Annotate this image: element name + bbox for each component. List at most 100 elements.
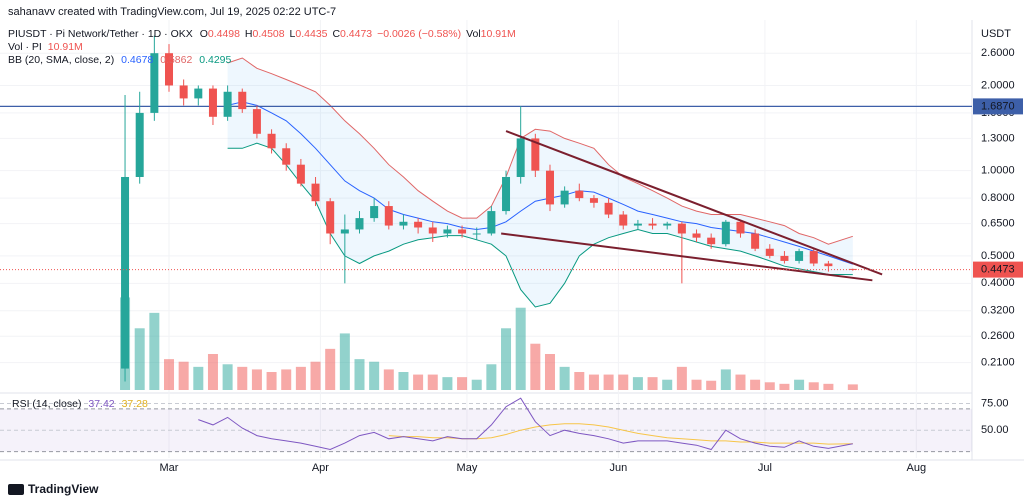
volume-bar	[779, 383, 790, 390]
candle-body	[370, 206, 379, 219]
volume-bar	[559, 366, 570, 390]
candle-body	[135, 112, 144, 177]
volume-bar	[676, 366, 687, 390]
candle-body	[150, 53, 159, 113]
volume-bar	[310, 361, 321, 390]
background-layer	[0, 20, 972, 458]
ohlc-label: O	[200, 28, 208, 40]
volume-bar	[794, 379, 805, 390]
credit: sahanavv created with TradingView.com, J…	[8, 6, 336, 18]
candle-body	[194, 88, 203, 99]
candle-body	[619, 214, 628, 226]
volume-bar	[251, 369, 262, 390]
rsi-line	[198, 397, 853, 451]
brand: TradingView	[8, 482, 99, 496]
rsi-legend: RSI (14, close) 37.42 37.28	[12, 398, 148, 410]
volume-bar	[295, 366, 306, 390]
volume-bar	[369, 361, 380, 390]
candle-body	[238, 91, 247, 110]
volume-bar	[325, 348, 336, 390]
volume-bar	[647, 377, 658, 390]
candle-body	[340, 229, 349, 234]
candle-body	[736, 221, 745, 234]
volume-bar	[193, 366, 204, 390]
candle-body	[355, 218, 364, 230]
x-tick-label: Jun	[609, 462, 627, 474]
candle-body	[707, 237, 716, 245]
volume-bar	[134, 328, 145, 390]
bb-title: BB (20, SMA, close, 2)	[8, 54, 114, 66]
volume-bar	[544, 354, 555, 390]
volume-bar	[486, 364, 497, 390]
volume-bar	[588, 374, 599, 390]
symbol: PIUSDT · Pi Network/Tether · 1D · OKX	[8, 28, 193, 40]
candle-body	[326, 201, 335, 234]
candle-body	[443, 229, 452, 234]
candle-body	[282, 148, 291, 165]
volume-bar	[471, 379, 482, 390]
candle-body	[121, 176, 130, 369]
volume-bar	[764, 382, 775, 390]
price-tag-label: 0.4473	[981, 264, 1015, 276]
ohlc-value: 0.4473	[340, 28, 372, 40]
bb-legend: BB (20, SMA, close, 2) 0.4678 0.5862 0.4…	[8, 54, 232, 66]
vol-label: Vol	[466, 28, 481, 40]
x-tick-label: Jul	[758, 462, 772, 474]
candle-body	[516, 138, 525, 177]
volume-bar	[632, 377, 643, 390]
candle-body	[677, 223, 686, 234]
volume-bar	[237, 366, 248, 390]
volume-bar	[618, 374, 629, 390]
rsi-tick-label: 50.00	[981, 424, 1009, 436]
volume-bar	[383, 369, 394, 390]
candle-body	[589, 198, 598, 203]
x-tick-label: Aug	[907, 462, 927, 474]
candle-body	[179, 85, 188, 99]
rsi-tick-label: 75.00	[981, 397, 1009, 409]
volume-bar	[603, 374, 614, 390]
y-tick-label: 1.0000	[981, 165, 1015, 177]
volume-bar	[354, 359, 365, 390]
y-tick-label: 0.6500	[981, 218, 1015, 230]
y-tick-label: 0.4000	[981, 277, 1015, 289]
volume-bar	[823, 383, 834, 390]
change: −0.0026 (−0.58%)	[377, 28, 461, 40]
price-tag	[973, 98, 1023, 115]
volume-bar	[530, 343, 541, 390]
candle-body	[648, 223, 657, 226]
volume-bar	[427, 374, 438, 390]
rsi-value: 37.42	[88, 398, 114, 410]
volume-bar	[266, 372, 277, 390]
volume-bar	[281, 369, 292, 390]
bb-value: 0.4295	[199, 54, 231, 66]
legend: PIUSDT · Pi Network/Tether · 1D · OKX O 0…	[8, 28, 516, 410]
candle-body	[458, 229, 467, 234]
candle-body	[545, 170, 554, 205]
candle-body	[692, 233, 701, 238]
volume-bar	[662, 379, 673, 390]
volume-bar	[413, 374, 424, 390]
candle-body	[780, 255, 789, 261]
volume-bar	[398, 372, 409, 390]
volume-bar	[706, 380, 717, 390]
candle-body	[208, 88, 217, 117]
currency: USDT	[981, 28, 1011, 40]
volume-bar	[847, 384, 858, 390]
x-tick-label: Apr	[312, 462, 329, 474]
candle-body	[604, 202, 613, 215]
x-tick-label: May	[457, 462, 478, 474]
candle-body	[721, 221, 730, 245]
ohlc-label: H	[245, 28, 253, 40]
y-tick-label: 0.2100	[981, 356, 1015, 368]
rsi-value: 37.28	[122, 398, 148, 410]
price-tag-label: 1.6870	[981, 100, 1015, 112]
volume-bar	[735, 374, 746, 390]
volume-bar	[750, 379, 761, 390]
trendline	[505, 130, 883, 276]
bb-fill	[227, 58, 853, 307]
y-tick-label: 2.6000	[981, 47, 1015, 59]
candle-body	[765, 248, 774, 256]
ohlc-value: 0.4508	[253, 28, 285, 40]
